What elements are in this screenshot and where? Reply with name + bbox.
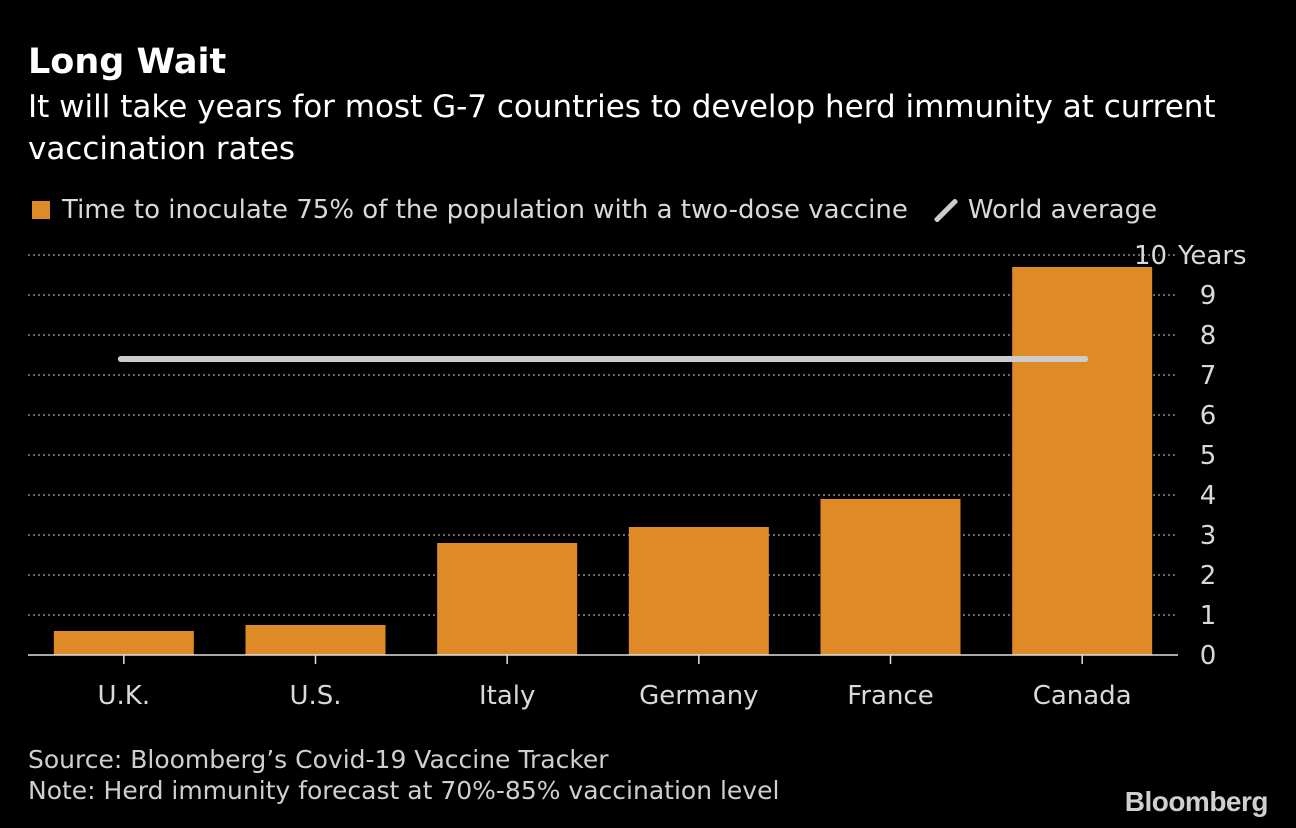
y-tick-label: 9	[1200, 281, 1217, 311]
legend-bar-label: Time to inoculate 75% of the population …	[62, 195, 908, 225]
bar-france	[820, 499, 961, 655]
y-tick-label: 4	[1200, 481, 1217, 511]
chart-subtitle: It will take years for most G-7 countrie…	[28, 89, 1216, 167]
footnote: Note: Herd immunity forecast at 70%-85% …	[28, 776, 780, 805]
bar-germany	[628, 527, 769, 655]
y-tick-label: 10	[1134, 241, 1167, 271]
y-tick-label: 5	[1200, 441, 1217, 471]
x-tick-label: France	[847, 681, 933, 711]
legend: Time to inoculate 75% of the population …	[32, 192, 1157, 228]
y-tick-label: 2	[1200, 561, 1217, 591]
y-tick-label: 3	[1200, 521, 1217, 551]
x-tick-label: Italy	[479, 681, 535, 711]
y-tick-label: 0	[1200, 641, 1217, 671]
chart-title: Long Wait	[28, 42, 227, 82]
bar-u-s	[245, 625, 386, 655]
x-tick-label: U.S.	[289, 681, 341, 711]
brand-logo: Bloomberg	[1124, 786, 1269, 817]
bar-canada	[1012, 267, 1153, 655]
bar-italy	[437, 543, 578, 655]
y-tick-label: 8	[1200, 321, 1217, 351]
y-tick-label: 7	[1200, 361, 1217, 391]
y-tick-label: 1	[1200, 601, 1217, 631]
source-note: Source: Bloomberg’s Covid-19 Vaccine Tra…	[28, 745, 609, 774]
legend-bar-swatch	[32, 201, 50, 219]
x-tick-label: U.K.	[98, 681, 151, 711]
footer: Source: Bloomberg’s Covid-19 Vaccine Tra…	[28, 744, 779, 806]
bar-u-k	[53, 631, 194, 655]
y-unit-label: Years	[1177, 241, 1247, 271]
legend-line-label: World average	[967, 195, 1158, 225]
y-tick-label: 6	[1200, 401, 1217, 431]
x-tick-label: Canada	[1033, 681, 1132, 711]
x-tick-label: Germany	[639, 681, 759, 711]
